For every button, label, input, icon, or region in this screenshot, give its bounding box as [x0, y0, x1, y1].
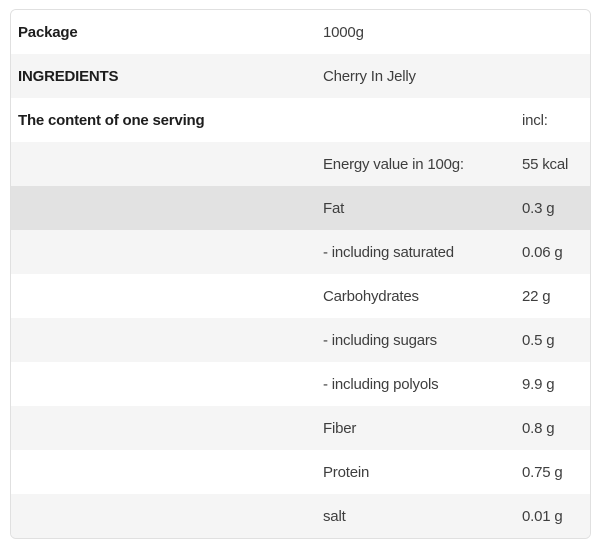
table-row: - including polyols 9.9 g: [11, 362, 590, 406]
table-row: Energy value in 100g: 55 kcal: [11, 142, 590, 186]
table-row: INGREDIENTS Cherry In Jelly: [11, 54, 590, 98]
row-value: 0.8 g: [522, 419, 555, 437]
table-row: Protein 0.75 g: [11, 450, 590, 494]
row-name: 1000g: [323, 23, 364, 41]
table-row: - including sugars 0.5 g: [11, 318, 590, 362]
row-value: 0.01 g: [522, 507, 563, 525]
row-value: 0.06 g: [522, 243, 563, 261]
row-name: salt: [323, 507, 346, 525]
row-label: The content of one serving: [18, 111, 205, 129]
row-value: 55 kcal: [522, 155, 569, 173]
row-name: Fiber: [323, 419, 357, 437]
row-name: - including saturated: [323, 243, 454, 261]
row-name: Cherry In Jelly: [323, 67, 416, 85]
row-value: 9.9 g: [522, 375, 555, 393]
product-spec-table: Package 1000g INGREDIENTS Cherry In Jelly Th…: [10, 9, 591, 539]
row-name: Carbohydrates: [323, 287, 419, 305]
row-name: Energy value in 100g:: [323, 155, 464, 173]
row-name: Fat: [323, 199, 345, 217]
row-value: 0.5 g: [522, 331, 555, 349]
table-row: Carbohydrates 22 g: [11, 274, 590, 318]
table-row: Package 1000g: [11, 10, 590, 54]
row-name: Protein: [323, 463, 370, 481]
row-label: Package: [18, 23, 78, 41]
table-row: Fiber 0.8 g: [11, 406, 590, 450]
table-row: Fat 0.3 g: [11, 186, 590, 230]
table-row: The content of one serving incl:: [11, 98, 590, 142]
row-value: 0.75 g: [522, 463, 563, 481]
row-name: - including polyols: [323, 375, 439, 393]
row-value: 22 g: [522, 287, 551, 305]
row-value: 0.3 g: [522, 199, 555, 217]
row-label: INGREDIENTS: [18, 67, 119, 85]
row-name: - including sugars: [323, 331, 437, 349]
table-row: - including saturated 0.06 g: [11, 230, 590, 274]
table-row: salt 0.01 g: [11, 494, 590, 538]
row-value: incl:: [522, 111, 548, 129]
